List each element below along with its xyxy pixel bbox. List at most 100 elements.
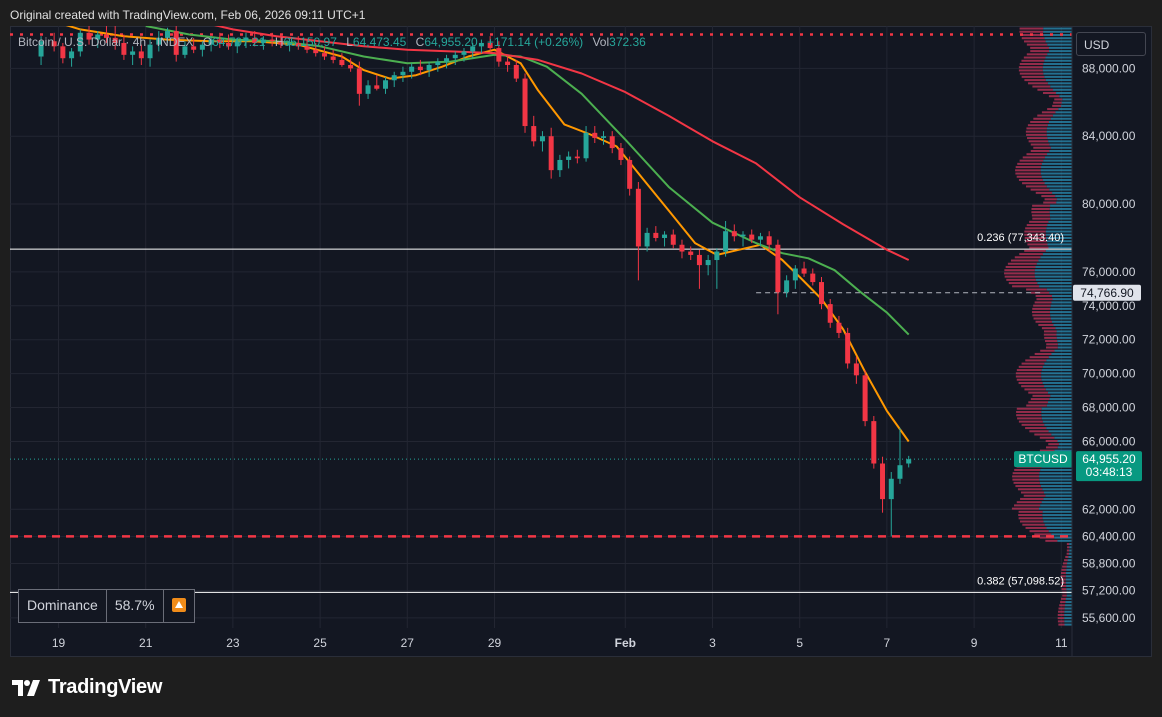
volume-bar-buy [1043, 520, 1072, 523]
volume-bar-buy [1050, 217, 1072, 220]
volume-bar-sell [1021, 59, 1045, 62]
candle-body [383, 80, 388, 89]
candle-up [539, 131, 545, 152]
volume-bar-sell [1029, 530, 1049, 533]
price-axis[interactable]: 88,000.00 84,000.00 80,000.00 76,000.00 74,0… [1082, 61, 1136, 624]
price-chart[interactable]: 0.236 (77,343.40) 0.382 (57,098.52) 88,00… [10, 26, 1152, 657]
volume-bar-buy [1048, 220, 1072, 223]
volume-bar-buy [1064, 613, 1072, 616]
candle-down [252, 31, 258, 47]
volume-bar-buy [1045, 388, 1072, 391]
candle-down [339, 53, 345, 67]
volume-bar-buy [1056, 330, 1072, 333]
x-tick-label: 3 [709, 636, 716, 650]
candle-body [426, 65, 432, 71]
candle-body [138, 51, 144, 59]
x-tick-label: Feb [615, 636, 636, 650]
candle-body [330, 56, 336, 60]
candle-up [409, 63, 415, 79]
grid [10, 26, 1072, 628]
volume-bar-sell [1022, 156, 1045, 159]
volume-bar-buy [1036, 262, 1072, 265]
chart-caption: Original created with TradingView.com, F… [10, 8, 366, 22]
candle-down [775, 239, 781, 315]
volume-bar-sell [1019, 72, 1044, 75]
candle-up [784, 275, 790, 298]
tradingview-brand[interactable]: TradingView [12, 676, 162, 699]
volume-bar-buy [1046, 133, 1072, 136]
volume-bar-buy [1044, 59, 1072, 62]
candle-down [827, 299, 833, 328]
volume-bar-sell [1060, 575, 1066, 578]
volume-bar-sell [1016, 407, 1042, 410]
volume-bar-sell [1065, 555, 1069, 558]
candle-down [173, 26, 179, 62]
currency-selector[interactable]: USD [1076, 32, 1146, 56]
candle-up [444, 54, 450, 69]
volume-bar-buy [1043, 30, 1072, 33]
volume-bar-sell [1018, 517, 1043, 520]
candle-down [356, 61, 362, 106]
volume-bar-sell [1027, 124, 1048, 127]
candle-body [784, 280, 790, 293]
symbol-tag-box [1014, 451, 1072, 468]
volume-bar-buy [1042, 69, 1072, 72]
candle-body [644, 232, 650, 247]
volume-bar-buy [1057, 539, 1072, 542]
candle-body [853, 363, 859, 376]
volume-bar-buy [1045, 56, 1072, 59]
candle-up [478, 39, 484, 54]
candle-body [313, 49, 319, 54]
volume-bar-sell [1061, 597, 1067, 600]
volume-bar-buy [1039, 478, 1072, 481]
volume-bar-sell [1041, 111, 1056, 114]
volume-bar-sell [1028, 140, 1049, 143]
candle-body [897, 465, 903, 479]
x-tick-label: 19 [52, 636, 66, 650]
volume-bar-sell [1015, 485, 1041, 488]
candle-up [723, 221, 729, 257]
volume-bar-buy [1043, 72, 1072, 75]
x-tick-label: 25 [313, 636, 327, 650]
volume-bar-buy [1057, 446, 1072, 449]
volume-bar-buy [1040, 172, 1072, 175]
volume-bar-buy [1050, 117, 1072, 120]
x-tick-label: 7 [884, 636, 891, 650]
volume-bar-sell [1028, 401, 1048, 404]
volume-bar-sell [1032, 314, 1051, 317]
candle-body [400, 71, 406, 76]
candle-up [452, 51, 458, 66]
volume-bar-buy [1041, 410, 1072, 413]
candle-body [356, 68, 362, 94]
candle-down [853, 356, 859, 384]
volume-bar-buy [1065, 572, 1072, 575]
candle-up [601, 131, 606, 145]
candle-body [95, 34, 101, 40]
volume-bar-sell [1024, 388, 1046, 391]
candle-up [435, 58, 441, 72]
volume-bar-sell [1040, 349, 1055, 352]
volume-bar-sell [1030, 149, 1050, 152]
candle-body [234, 41, 240, 47]
volume-bar-buy [1047, 401, 1072, 404]
volume-bar-sell [1019, 30, 1044, 33]
volume-bar-buy [1051, 320, 1072, 323]
y-tick-label: 74,000.00 [1082, 299, 1136, 313]
candle-down [836, 315, 842, 339]
volume-bar-buy [1040, 256, 1072, 259]
candle-down [505, 54, 511, 72]
candle-up [182, 41, 188, 59]
volume-bar-sell [1033, 146, 1051, 149]
volume-bar-buy [1052, 114, 1072, 117]
volume-bar-buy [1057, 340, 1072, 343]
volume-bar-sell [1025, 240, 1047, 243]
candle-down [121, 34, 127, 60]
candle-body [51, 41, 57, 47]
candle-body [156, 37, 162, 45]
volume-bar-sell [1015, 169, 1041, 172]
time-axis[interactable]: 19 21 23 25 27 29 Feb 3 5 7 9 11 [52, 636, 1068, 650]
symbol-description[interactable]: Bitcoin / U.S. Dollar · 4h · INDEX [18, 35, 194, 49]
volume-bar-sell [1030, 143, 1050, 146]
volume-bar-sell [1028, 82, 1048, 85]
volume-bar-buy [1050, 394, 1072, 397]
